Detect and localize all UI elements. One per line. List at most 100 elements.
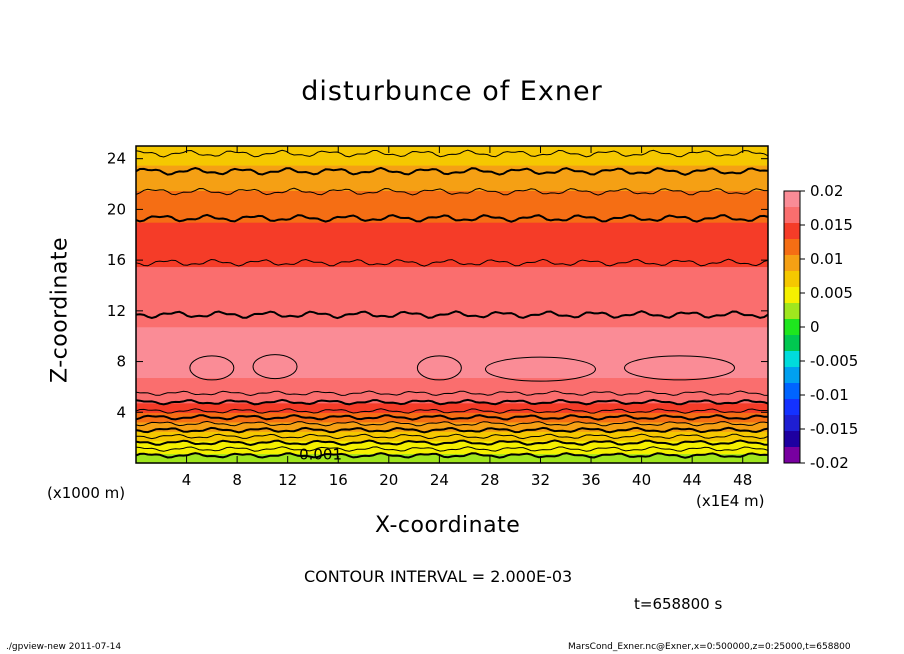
contour-band [136, 326, 768, 331]
contour-line [135, 433, 769, 440]
contour-band [136, 184, 768, 188]
contour-band [136, 266, 768, 271]
colorbar-tick-label: 0.01 [810, 250, 843, 268]
contour-band [136, 250, 768, 255]
closed-contour [416, 355, 462, 381]
x-axis-label: X-coordinate [375, 513, 521, 538]
contour-band [136, 177, 768, 182]
contour-band [136, 301, 768, 306]
contour-band [136, 453, 768, 458]
contour-band [136, 333, 768, 337]
contour-band [136, 355, 768, 359]
closed-contour [189, 355, 235, 381]
contour-band [136, 456, 768, 461]
contour-band [136, 231, 768, 236]
x-tick-label: 8 [232, 471, 242, 489]
contour-band [136, 431, 768, 436]
contour-band [136, 269, 768, 274]
contour-band [136, 174, 768, 179]
contour-band [136, 209, 768, 214]
contour-line [135, 149, 769, 158]
colorbar-tick-label: -0.01 [810, 386, 849, 404]
contour-band [136, 371, 768, 375]
contour-line [135, 452, 769, 459]
contour-band [136, 367, 768, 372]
contour-band [136, 424, 768, 429]
contour-band [136, 329, 768, 334]
contour-band [136, 218, 768, 223]
contour-line [135, 446, 769, 452]
contour-band [136, 279, 768, 283]
contour-band [136, 222, 768, 226]
contour-band [136, 256, 768, 261]
contour-band [136, 443, 768, 448]
x-tick-label: 48 [733, 471, 752, 489]
contour-band [136, 348, 768, 353]
y-tick-label: 4 [116, 403, 126, 421]
colorbar-tick-label: -0.02 [810, 454, 849, 472]
contour-band [136, 196, 768, 201]
colorbar-segment [784, 335, 800, 352]
contour-band [136, 298, 768, 302]
contour-band [136, 377, 768, 382]
contour-band [136, 374, 768, 379]
contour-band [136, 165, 768, 169]
contour-band [136, 241, 768, 245]
x-tick-label: 36 [581, 471, 600, 489]
footer-right-text: MarsCond_Exner.nc@Exner,x=0:500000,z=0:2… [568, 642, 851, 652]
colorbar-segment [784, 383, 800, 400]
colorbar-tick-label: 0.015 [810, 216, 853, 234]
contour-band [136, 339, 768, 344]
x-tick-label: 40 [632, 471, 651, 489]
contour-band [136, 418, 768, 423]
contour-line-label: 0.001 [299, 446, 342, 464]
contour-band [136, 212, 768, 217]
colorbar-segment [784, 367, 800, 384]
contour-line [135, 439, 769, 447]
contour-line [135, 426, 769, 434]
contour-band [136, 168, 768, 172]
contour-band [136, 323, 768, 328]
contour-band [136, 294, 768, 299]
x-tick-label: 24 [430, 471, 449, 489]
contour-band [136, 247, 768, 252]
contour-line [135, 414, 768, 421]
contour-band [136, 272, 768, 277]
contour-line [135, 408, 769, 414]
contour-band [136, 288, 768, 293]
contour-band [136, 244, 768, 249]
x-tick-label: 16 [329, 471, 348, 489]
contour-band [136, 199, 768, 204]
contour-band [136, 260, 768, 264]
y-tick-label: 8 [116, 353, 126, 371]
contour-band [136, 155, 768, 160]
x-tick-label: 20 [379, 471, 398, 489]
contour-band [136, 336, 768, 340]
contour-band [136, 358, 768, 363]
contour-line [135, 420, 769, 427]
contour-band [136, 361, 768, 366]
contour-line [135, 187, 768, 196]
contour-line [135, 310, 769, 320]
colorbar-tick-label: -0.005 [810, 352, 858, 370]
contour-line [135, 398, 769, 406]
contour-band [136, 386, 768, 391]
colorbar-segment [784, 319, 800, 336]
footer-left-text: ./gpview-new 2011-07-14 [6, 642, 122, 652]
contour-line [135, 390, 769, 397]
contour-band [136, 253, 768, 258]
plot-frame [135, 145, 769, 464]
colorbar-segment [784, 207, 800, 224]
colorbar-tick-label: 0.02 [810, 182, 843, 200]
contour-band [136, 161, 768, 166]
contour-band [136, 405, 768, 410]
contour-band [136, 237, 768, 242]
chart-title: disturbunce of Exner [301, 76, 603, 107]
x-tick-label: 12 [278, 471, 297, 489]
colorbar-tick-label: 0.005 [810, 284, 853, 302]
colorbar-segment [784, 399, 800, 416]
colorbar-segment [784, 415, 800, 432]
closed-contour [252, 354, 298, 380]
contour-band [136, 450, 768, 455]
closed-contour [484, 356, 596, 382]
